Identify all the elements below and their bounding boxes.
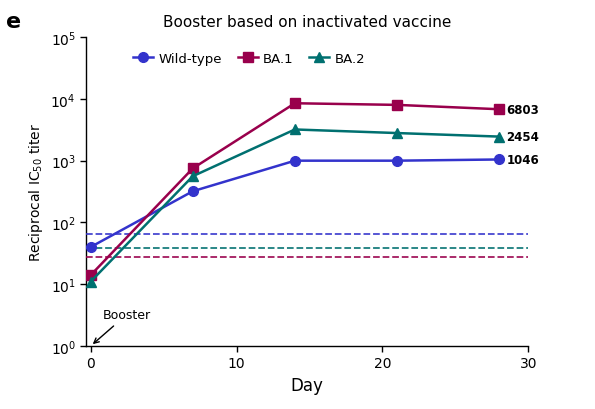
Title: Booster based on inactivated vaccine: Booster based on inactivated vaccine [163, 15, 452, 30]
Text: Booster: Booster [94, 309, 151, 343]
X-axis label: Day: Day [291, 376, 324, 394]
Text: e: e [6, 12, 21, 32]
Text: 1046: 1046 [506, 154, 539, 166]
Text: 6803: 6803 [506, 103, 539, 117]
Y-axis label: Reciprocal IC$_{50}$ titer: Reciprocal IC$_{50}$ titer [27, 123, 45, 261]
Text: 2454: 2454 [506, 131, 539, 144]
Legend: Wild-type, BA.1, BA.2: Wild-type, BA.1, BA.2 [128, 48, 370, 71]
